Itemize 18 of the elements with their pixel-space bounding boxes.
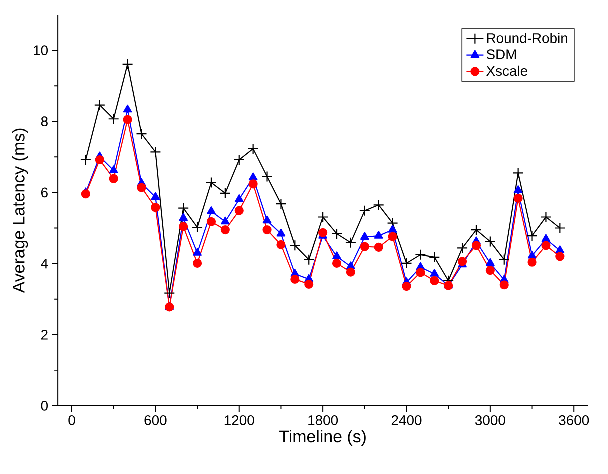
legend-label: Xscale	[486, 66, 528, 76]
x-tick-label: 2400	[392, 415, 422, 426]
x-tick-label: 3000	[475, 415, 506, 426]
y-tick-label: 2	[41, 330, 48, 340]
y-tick-label: 8	[41, 116, 48, 127]
y-tick-label: 4	[41, 259, 48, 269]
y-tick-label: 0	[41, 401, 48, 411]
x-tick-label: 1200	[224, 415, 254, 426]
y-axis-title: Average Latency (ms)	[12, 128, 28, 294]
y-tick-label: 6	[41, 188, 48, 198]
x-tick-label: 600	[144, 415, 167, 426]
y-tick-label: 10	[34, 46, 48, 56]
legend-label: Round-Robin	[487, 33, 568, 44]
x-axis-title: Timeline (s)	[280, 430, 366, 446]
x-tick-label: 0	[68, 415, 76, 426]
legend-label: SDM	[486, 50, 516, 60]
x-tick-label: 3600	[559, 415, 590, 426]
x-tick-label: 1800	[308, 415, 338, 426]
